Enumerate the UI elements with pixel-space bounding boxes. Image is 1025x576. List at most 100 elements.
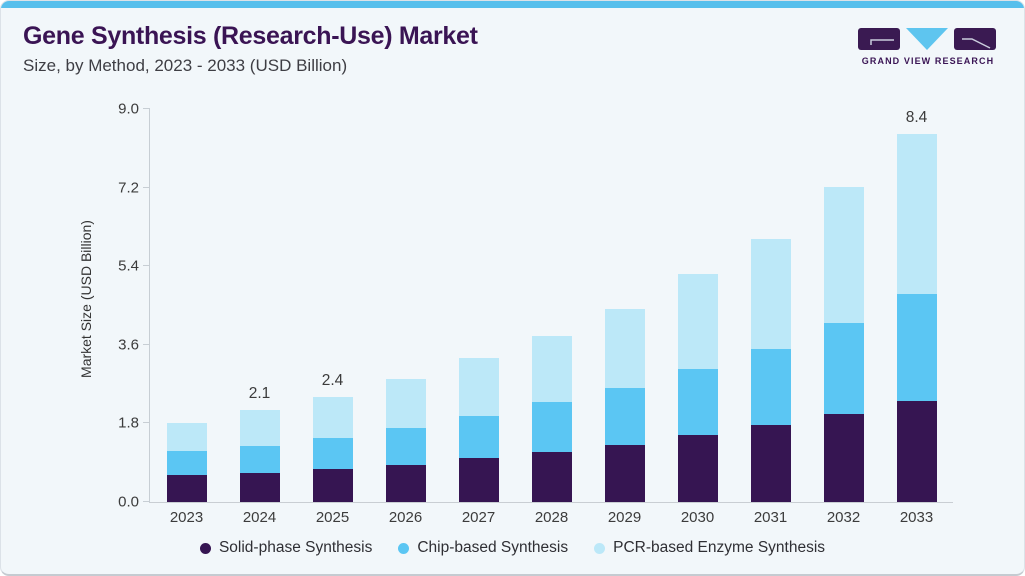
bar-2027 — [458, 357, 499, 502]
bar-2027-segment-chip-based-synthesis — [458, 415, 499, 459]
y-tick-mark — [143, 343, 150, 345]
bar-slot-2031: 2031 — [734, 109, 807, 526]
bar-2028-segment-solid-phase-synthesis — [531, 452, 572, 502]
bar-value-label-2033: 8.4 — [905, 109, 928, 127]
bar-2024-segment-chip-based-synthesis — [239, 446, 280, 473]
bar-2026-segment-chip-based-synthesis — [385, 427, 426, 465]
bar-2030-segment-chip-based-synthesis — [677, 369, 718, 436]
x-tick-label-2024: 2024 — [242, 509, 277, 526]
legend-label-pcr-based-enzyme-synthesis: PCR-based Enzyme Synthesis — [613, 539, 826, 556]
x-tick-label-2033: 2033 — [899, 509, 934, 526]
chart-legend: Solid-phase Synthesis Chip-based Synthesi… — [1, 539, 1024, 557]
gvr-logo-icon — [858, 28, 996, 50]
bar-2025 — [312, 396, 353, 502]
x-tick-label-2030: 2030 — [680, 509, 715, 526]
bar-2027-segment-solid-phase-synthesis — [458, 458, 499, 502]
y-tick-label-1.8: 1.8 — [118, 414, 139, 432]
y-tick-label-5.4: 5.4 — [118, 257, 139, 275]
bar-value-label-2025: 2.4 — [321, 371, 344, 389]
bar-2032-segment-solid-phase-synthesis — [823, 414, 864, 502]
x-tick-label-2031: 2031 — [753, 509, 788, 526]
bar-2025-segment-pcr-based-enzyme-synthesis — [312, 396, 353, 439]
bar-2031 — [750, 239, 791, 502]
legend-dot-chip-based-synthesis — [398, 542, 410, 554]
bar-2030-segment-pcr-based-enzyme-synthesis — [677, 274, 718, 370]
bar-2033 — [896, 134, 937, 502]
legend-label-chip-based-synthesis: Chip-based Synthesis — [417, 539, 569, 556]
bar-2032-segment-chip-based-synthesis — [823, 322, 864, 415]
page-title: Gene Synthesis (Research-Use) Market — [23, 22, 478, 50]
y-tick-mark — [143, 108, 150, 109]
top-accent-bar — [1, 1, 1024, 8]
title-block: Gene Synthesis (Research-Use) Market Siz… — [23, 22, 478, 76]
x-tick-label-2025: 2025 — [315, 509, 350, 526]
bar-2033-segment-pcr-based-enzyme-synthesis — [896, 134, 937, 295]
y-axis-title: Market Size (USD Billion) — [78, 220, 94, 378]
x-tick-label-2027: 2027 — [461, 509, 496, 526]
bar-slot-2025: 2.4 2025 — [296, 109, 369, 526]
bar-2023-segment-pcr-based-enzyme-synthesis — [166, 423, 207, 452]
bar-2029-segment-chip-based-synthesis — [604, 388, 645, 446]
bar-2031-segment-chip-based-synthesis — [750, 348, 791, 426]
legend-item-solid-phase-synthesis: Solid-phase Synthesis — [199, 539, 373, 557]
bar-2025-segment-chip-based-synthesis — [312, 438, 353, 469]
bar-slot-2032: 2032 — [807, 109, 880, 526]
x-tick-label-2032: 2032 — [826, 509, 861, 526]
bar-2029-segment-solid-phase-synthesis — [604, 445, 645, 502]
bar-2024 — [239, 410, 280, 502]
bar-2032 — [823, 186, 864, 502]
legend-dot-solid-phase-synthesis — [199, 542, 211, 554]
bar-slot-2026: 2026 — [369, 109, 442, 526]
x-tick-label-2026: 2026 — [388, 509, 423, 526]
bar-slot-2027: 2027 — [442, 109, 515, 526]
logo-text: GRAND VIEW RESEARCH — [861, 56, 995, 66]
legend-item-pcr-based-enzyme-synthesis: PCR-based Enzyme Synthesis — [594, 539, 825, 557]
y-tick-label-9.0: 9.0 — [118, 100, 139, 118]
bar-slot-2033: 8.4 2033 — [880, 109, 953, 526]
bar-2024-segment-pcr-based-enzyme-synthesis — [239, 410, 280, 447]
bar-2023-segment-solid-phase-synthesis — [166, 474, 207, 502]
bar-2032-segment-pcr-based-enzyme-synthesis — [823, 186, 864, 323]
grand-view-research-logo: GRAND VIEW RESEARCH — [856, 28, 1000, 66]
bar-2026-segment-solid-phase-synthesis — [385, 464, 426, 502]
y-tick-mark — [143, 501, 150, 502]
bar-2029-segment-pcr-based-enzyme-synthesis — [604, 309, 645, 389]
header: Gene Synthesis (Research-Use) Market Siz… — [23, 22, 1000, 76]
chart-plot-area: 0.0 1.8 3.6 5.4 7.2 9.0 2023 2.1 2024 2.4 2025 2026… — [118, 101, 953, 526]
bar-2024-segment-solid-phase-synthesis — [239, 472, 280, 502]
bar-slot-2030: 2030 — [661, 109, 734, 526]
bar-2027-segment-pcr-based-enzyme-synthesis — [458, 357, 499, 416]
y-tick-label-0.0: 0.0 — [118, 493, 139, 511]
x-tick-label-2028: 2028 — [534, 509, 569, 526]
bar-2028 — [531, 335, 572, 502]
y-tick-label-3.6: 3.6 — [118, 336, 139, 354]
legend-label-solid-phase-synthesis: Solid-phase Synthesis — [218, 539, 373, 556]
y-tick-mark — [143, 265, 150, 267]
bar-2028-segment-chip-based-synthesis — [531, 402, 572, 453]
bar-value-label-2024: 2.1 — [248, 385, 271, 403]
y-tick-mark — [143, 186, 150, 188]
bar-2026 — [385, 379, 426, 502]
bar-slot-2029: 2029 — [588, 109, 661, 526]
bar-2030-segment-solid-phase-synthesis — [677, 435, 718, 502]
bar-2028-segment-pcr-based-enzyme-synthesis — [531, 335, 572, 403]
bar-2023-segment-chip-based-synthesis — [166, 451, 207, 475]
page-subtitle: Size, by Method, 2023 - 2033 (USD Billio… — [23, 55, 348, 75]
legend-dot-pcr-based-enzyme-synthesis — [594, 542, 606, 554]
x-tick-label-2029: 2029 — [607, 509, 642, 526]
bar-2033-segment-chip-based-synthesis — [896, 294, 937, 402]
bar-slot-2028: 2028 — [515, 109, 588, 526]
y-tick-label-7.2: 7.2 — [118, 179, 139, 197]
bar-2030 — [677, 274, 718, 502]
y-tick-mark — [143, 422, 150, 424]
bar-slot-2024: 2.1 2024 — [223, 109, 296, 526]
bar-2033-segment-solid-phase-synthesis — [896, 401, 937, 502]
bar-2031-segment-solid-phase-synthesis — [750, 425, 791, 502]
bar-2031-segment-pcr-based-enzyme-synthesis — [750, 239, 791, 349]
bar-2029 — [604, 309, 645, 502]
x-tick-label-2023: 2023 — [169, 509, 204, 526]
bar-2026-segment-pcr-based-enzyme-synthesis — [385, 379, 426, 428]
bar-2025-segment-solid-phase-synthesis — [312, 468, 353, 502]
bar-2023 — [166, 423, 207, 502]
